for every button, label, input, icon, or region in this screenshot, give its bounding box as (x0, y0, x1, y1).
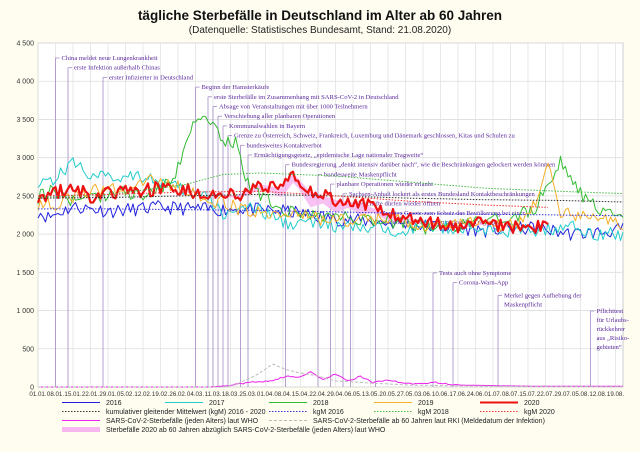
x-tick-label: 12.08. (589, 391, 606, 398)
annotation-label: Beginn der Hamsterkäufe (202, 84, 270, 91)
y-tick-label: 500 (22, 346, 34, 353)
x-tick-label: 22.07. (537, 391, 554, 398)
x-tick-label: 18.03. (222, 391, 239, 398)
annotations: China meldet neue Lungenkrankheit erste I… (55, 55, 630, 387)
annotation-label: gebieten“ (597, 344, 622, 351)
y-tick-label: 2 000 (16, 232, 34, 239)
x-tick-label: 05.08. (572, 391, 589, 398)
annotation-label: bundesweite Maskenpflicht (324, 171, 397, 178)
x-tick-label: 27.05. (397, 391, 414, 398)
x-tick-label: 01.01. (29, 391, 46, 398)
x-tick-label: 25.03. (239, 391, 256, 398)
x-tick-label: 26.02. (169, 391, 186, 398)
x-tick-label: 22.01. (82, 391, 99, 398)
x-tick-label: 29.07. (554, 391, 571, 398)
legend-label: SARS-CoV-2-Sterbefälle (jeden Alters) la… (106, 418, 259, 425)
x-tick-label: 04.03. (187, 391, 204, 398)
annotation-label: bundesweites Kontaktverbot (247, 142, 322, 149)
series-line-2017 (37, 157, 624, 241)
x-tick-label: 08.07. (502, 391, 519, 398)
annotation-label: Grenze zu Österreich, Schweiz, Frankreic… (234, 133, 515, 140)
legend-label: 2017 (209, 400, 225, 407)
legend-label: Sterbefälle 2020 ab 60 Jahren abzüglich … (106, 427, 386, 434)
y-tick-label: 1 000 (16, 308, 34, 315)
y-tick-label: 3 000 (16, 155, 34, 162)
x-tick-label: 17.06. (449, 391, 466, 398)
series-layer (36, 115, 624, 388)
legend-label: 2018 (313, 400, 329, 407)
annotation-label: aus „Risiko- (597, 335, 630, 342)
annotation-label: planbare Operationen wieder erlaubt (337, 181, 434, 188)
annotation-label: Absage von Veranstaltungen mit über 1000… (219, 104, 368, 111)
x-tick-label: 19.08. (607, 391, 624, 398)
x-tick-label: 03.06. (414, 391, 431, 398)
annotation-label: Bundesregierung „denkt intensiv darüber … (292, 162, 557, 169)
annotation-label: epidemischen Lage von nationaler Tragwei… (382, 219, 501, 226)
chart-subtitle: (Datenquelle: Statistisches Bundesamt, S… (188, 25, 452, 36)
series-line-kgm-2018 (37, 172, 624, 198)
y-tick-label: 3 500 (16, 117, 34, 124)
x-tick-label: 08.01. (47, 391, 64, 398)
x-tick-label: 15.04. (292, 391, 309, 398)
y-tick-label: 4 500 (16, 41, 34, 48)
series-line-sars-cov-2-sterbef-lle-ab-60-jahren-laut-rki-meldedatum-der-infektion- (38, 363, 623, 388)
legend-label: kgM 2020 (524, 409, 555, 416)
annotation-label: rückkehrer (597, 326, 626, 333)
series-line-2020 (36, 170, 549, 234)
y-tick-label: 0 (30, 385, 34, 392)
x-tick-label: 12.02. (134, 391, 151, 398)
x-tick-label: 20.05. (379, 391, 396, 398)
annotation-label: erster Infizierter in Deutschland (109, 74, 194, 81)
x-tick-label: 19.02. (152, 391, 169, 398)
legend-label: 2020 (524, 400, 540, 407)
annotation-label: Verschiebung aller planbaren Operationen (224, 113, 336, 120)
annotation-label: China meldet neue Lungenkrankheit (62, 55, 158, 62)
annotation-label: Zweites Gesetz zum Schutz der Bevölkerun… (382, 210, 526, 217)
annotation-label: Pflichttest (597, 308, 624, 315)
annotation-label: Corona-Warn-App (459, 280, 509, 287)
x-tick-label: 11.03. (205, 391, 222, 398)
annotation-label: Maskenpflicht (504, 301, 542, 308)
y-axis: 0 500 1 000 1 500 2 000 2 500 3 000 3 500 4 000 4… (16, 41, 34, 392)
chart-title: tägliche Sterbefälle in Deutschland im A… (137, 8, 503, 23)
legend-label: kgM 2018 (418, 409, 449, 416)
x-tick-label: 15.01. (64, 391, 81, 398)
legend-label: 2016 (106, 400, 122, 407)
y-tick-label: 4 000 (16, 79, 34, 86)
x-tick-label: 08.04. (274, 391, 291, 398)
series-line-kgm-2020 (37, 190, 549, 208)
x-tick-label: 01.04. (257, 391, 274, 398)
annotation-label: für Urlaubs- (597, 317, 629, 324)
legend-label: kumulativer gleitender Mittelwert (kgM) … (106, 409, 266, 416)
x-tick-label: 15.07. (519, 391, 536, 398)
x-tick-label: 06.05. (344, 391, 361, 398)
y-tick-label: 1 500 (16, 270, 34, 277)
annotation-label: Sachsen-Anhalt lockert als erstes Bundes… (349, 191, 536, 198)
annotation-label: Ermächtigungsgesetz, „epidemische Lage n… (254, 152, 423, 159)
annotation-label: Geschäfte dürfen wieder öffnen (357, 201, 441, 208)
x-tick-label: 13.05. (362, 391, 379, 398)
legend-label: kgM 2016 (313, 409, 344, 416)
x-tick-label: 22.04. (309, 391, 326, 398)
annotation-label: Merkel gegen Aufhebung der (504, 292, 582, 299)
legend-label: 2019 (418, 400, 434, 407)
y-tick-label: 2 500 (16, 193, 34, 200)
x-axis: 01.01. 08.01. 15.01. 22.01. 29.01. 05.02. 12.0… (29, 391, 624, 398)
x-tick-label: 24.06. (467, 391, 484, 398)
x-tick-label: 05.02. (117, 391, 134, 398)
annotation-label: erste Sterbefälle im Zusammenhang mit SA… (214, 94, 399, 101)
annotation-label: Kommunalwahlen in Bayern (229, 123, 306, 130)
x-tick-label: 01.07. (484, 391, 501, 398)
x-tick-label: 29.04. (327, 391, 344, 398)
annotation-label: erste Infektion außerhalb Chinas (74, 65, 160, 72)
x-tick-label: 29.01. (99, 391, 116, 398)
legend: 2016 2017 2018 2019 2020 kumulativer gleitend… (62, 400, 555, 434)
x-tick-label: 10.06. (432, 391, 449, 398)
legend-label: SARS-CoV-2-Sterbefälle ab 60 Jahren laut… (313, 418, 545, 425)
annotation-label: Tests auch ohne Symptome (439, 270, 511, 277)
